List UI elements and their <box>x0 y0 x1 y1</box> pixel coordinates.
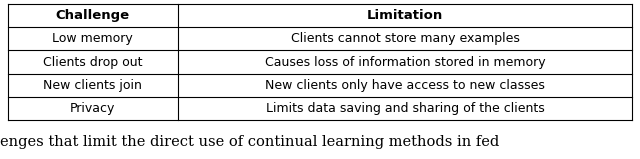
Text: Low memory: Low memory <box>52 32 133 45</box>
Text: Clients cannot store many examples: Clients cannot store many examples <box>291 32 520 45</box>
Text: Limitation: Limitation <box>367 9 443 22</box>
Text: Clients drop out: Clients drop out <box>43 55 142 69</box>
Text: enges that limit the direct use of continual learning methods in fed: enges that limit the direct use of conti… <box>0 135 499 149</box>
Text: Causes loss of information stored in memory: Causes loss of information stored in mem… <box>264 55 545 69</box>
Text: New clients only have access to new classes: New clients only have access to new clas… <box>265 79 545 92</box>
Text: Limits data saving and sharing of the clients: Limits data saving and sharing of the cl… <box>266 102 545 115</box>
Text: Privacy: Privacy <box>70 102 115 115</box>
Text: Challenge: Challenge <box>56 9 130 22</box>
Text: New clients join: New clients join <box>43 79 142 92</box>
